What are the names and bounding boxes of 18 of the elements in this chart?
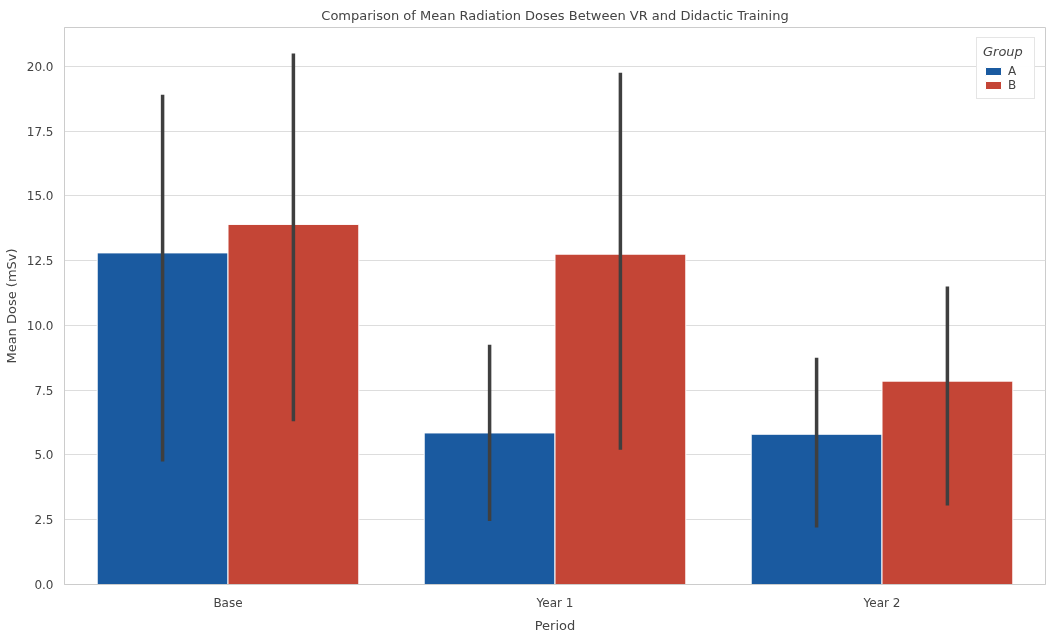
y-tick-label: 0.0 xyxy=(34,578,54,592)
y-tick-label: 7.5 xyxy=(34,383,54,398)
y-tick-label: 12.5 xyxy=(26,254,54,269)
legend-label: A xyxy=(1008,64,1018,78)
legend-label: B xyxy=(1008,78,1018,92)
x-tick-label: Year 1 xyxy=(535,595,574,610)
y-axis-title: Mean Dose (mSv) xyxy=(3,248,19,364)
chart-title: Comparison of Mean Radiation Doses Between VR and Didactic Training xyxy=(321,7,789,23)
x-tick-label: Base xyxy=(213,595,243,610)
y-tick-label: 17.5 xyxy=(26,124,54,139)
y-tick-label: 20.0 xyxy=(26,59,54,74)
y-tick-label: 10.0 xyxy=(26,318,54,333)
y-tick-label: 2.5 xyxy=(34,513,54,528)
legend-title: Group xyxy=(983,44,1024,59)
x-axis-title: Period xyxy=(534,617,576,633)
y-tick-label: 15.0 xyxy=(26,189,54,204)
y-tick-label: 5.0 xyxy=(34,448,54,463)
x-tick-label: Year 2 xyxy=(862,595,901,610)
